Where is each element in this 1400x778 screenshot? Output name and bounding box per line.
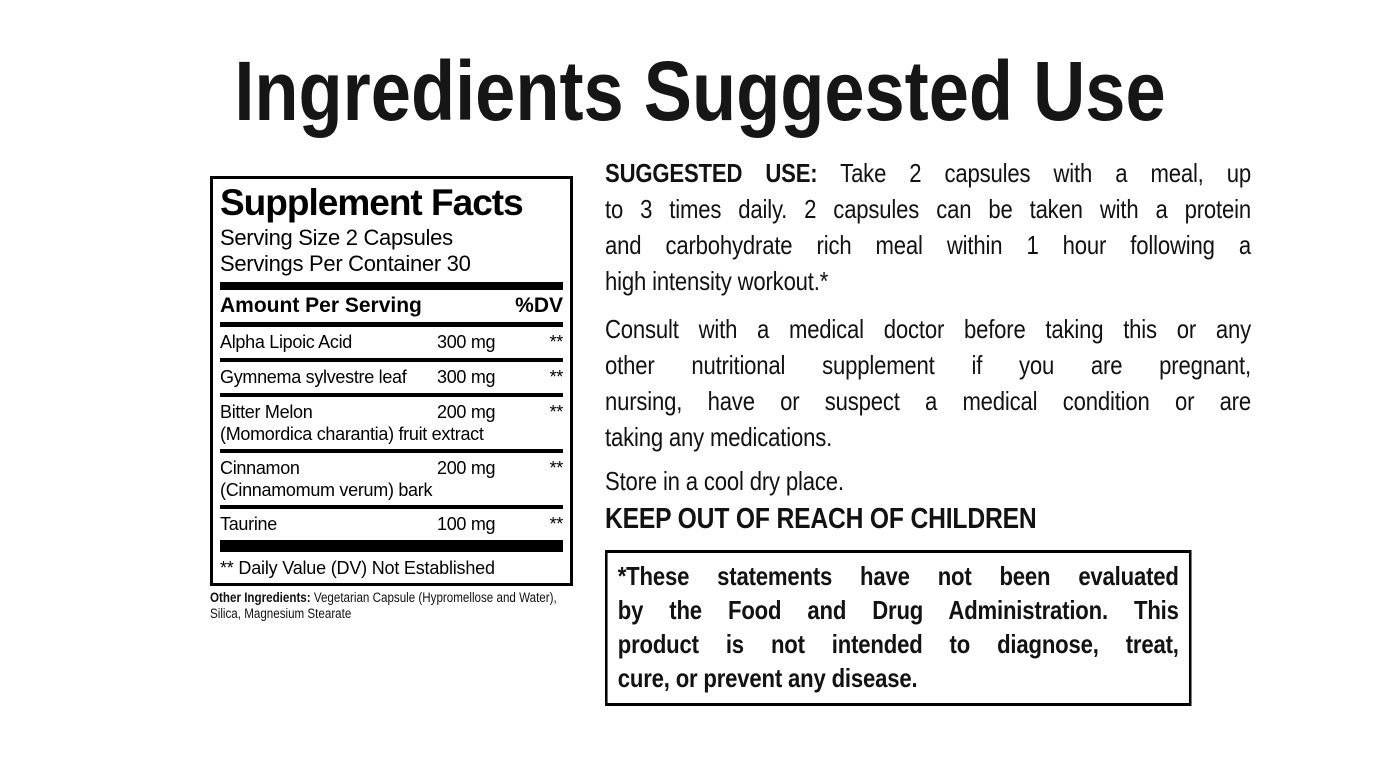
table-row: Gymnema sylvestre leaf 300 mg ** <box>220 358 563 393</box>
ingredient-dv: ** <box>549 458 564 478</box>
dv-footnote: ** Daily Value (DV) Not Established <box>220 558 495 578</box>
usage-column: SUGGESTED USE: Take 2 capsules with a me… <box>605 155 1251 706</box>
disclaimer-line: cure, or prevent any disease. <box>617 663 918 693</box>
amount-per-serving-label: Amount Per Serving <box>220 294 422 317</box>
consult-line: Consult with a medical doctor before tak… <box>605 314 1251 344</box>
ingredient-dv: ** <box>549 514 564 534</box>
suggested-use-paragraph: SUGGESTED USE: Take 2 capsules with a me… <box>605 155 1251 299</box>
table-row: Alpha Lipoic Acid 300 mg ** <box>220 327 563 358</box>
ingredient-name: Cinnamon <box>220 458 300 478</box>
disclaimer-line: product is not intended to diagnose, tre… <box>617 629 1179 659</box>
medium-divider <box>220 322 563 327</box>
percent-dv-label: %DV <box>515 294 563 317</box>
table-row: Taurine 100 mg ** <box>220 505 563 540</box>
table-row: Bitter Melon 200 mg ** (Momordica charan… <box>220 393 563 449</box>
extra-thick-divider <box>220 540 563 552</box>
page-title: Ingredients Suggested Use <box>234 44 1166 138</box>
suggested-use-line: and carbohydrate rich meal within 1 hour… <box>605 230 1251 260</box>
ingredient-amount: 300 mg <box>437 367 496 387</box>
supplement-facts-panel: Supplement Facts Serving Size 2 Capsules… <box>210 176 573 586</box>
supplement-facts-column: Supplement Facts Serving Size 2 Capsules… <box>210 176 573 622</box>
storage-note: Store in a cool dry place. <box>605 466 844 496</box>
amount-header-row: Amount Per Serving %DV <box>220 290 563 322</box>
ingredient-amount: 100 mg <box>437 514 496 534</box>
fda-disclaimer-box: *These statements have not been evaluate… <box>605 550 1192 706</box>
ingredient-amount: 200 mg <box>437 402 496 422</box>
supplement-facts-title: Supplement Facts <box>220 182 524 223</box>
consult-line: nursing, have or suspect a medical condi… <box>605 386 1251 416</box>
suggested-use-line: high intensity workout.* <box>605 266 829 296</box>
consult-line: other nutritional supplement if you are … <box>605 350 1251 380</box>
ingredient-amount: 200 mg <box>437 458 496 478</box>
suggested-use-label: SUGGESTED USE: <box>605 158 818 188</box>
ingredient-dv: ** <box>549 367 564 387</box>
other-ingredients: Other Ingredients: Vegetarian Capsule (H… <box>210 590 580 622</box>
ingredient-amount: 300 mg <box>437 332 496 352</box>
consult-line: taking any medications. <box>605 422 833 452</box>
ingredient-name: Bitter Melon <box>220 402 313 422</box>
other-ingredients-line: Other Ingredients: Vegetarian Capsule (H… <box>210 590 557 605</box>
ingredient-detail: (Cinnamomum verum) bark <box>220 480 433 500</box>
other-ingredients-label: Other Ingredients: <box>210 590 311 605</box>
ingredient-name: Gymnema sylvestre leaf <box>220 367 407 387</box>
suggested-use-line: SUGGESTED USE: Take 2 capsules with a me… <box>605 158 1252 188</box>
keep-out-warning: KEEP OUT OF REACH OF CHILDREN <box>605 503 1037 535</box>
disclaimer-line: by the Food and Drug Administration. Thi… <box>617 595 1179 625</box>
servings-per-container: Servings Per Container 30 <box>220 251 471 276</box>
consult-paragraph: Consult with a medical doctor before tak… <box>605 311 1251 455</box>
suggested-use-line: to 3 times daily. 2 capsules can be take… <box>605 194 1251 224</box>
table-row: Cinnamon 200 mg ** (Cinnamomum verum) ba… <box>220 449 563 505</box>
ingredient-dv: ** <box>549 402 564 422</box>
other-ingredients-line: Silica, Magnesium Stearate <box>210 606 352 621</box>
ingredient-name: Taurine <box>220 514 277 534</box>
disclaimer-line: *These statements have not been evaluate… <box>617 561 1179 591</box>
ingredient-name: Alpha Lipoic Acid <box>220 332 352 352</box>
ingredient-detail: (Momordica charantia) fruit extract <box>220 424 484 444</box>
ingredient-dv: ** <box>549 332 564 352</box>
thick-divider <box>220 282 563 290</box>
serving-size: Serving Size 2 Capsules <box>220 225 453 250</box>
